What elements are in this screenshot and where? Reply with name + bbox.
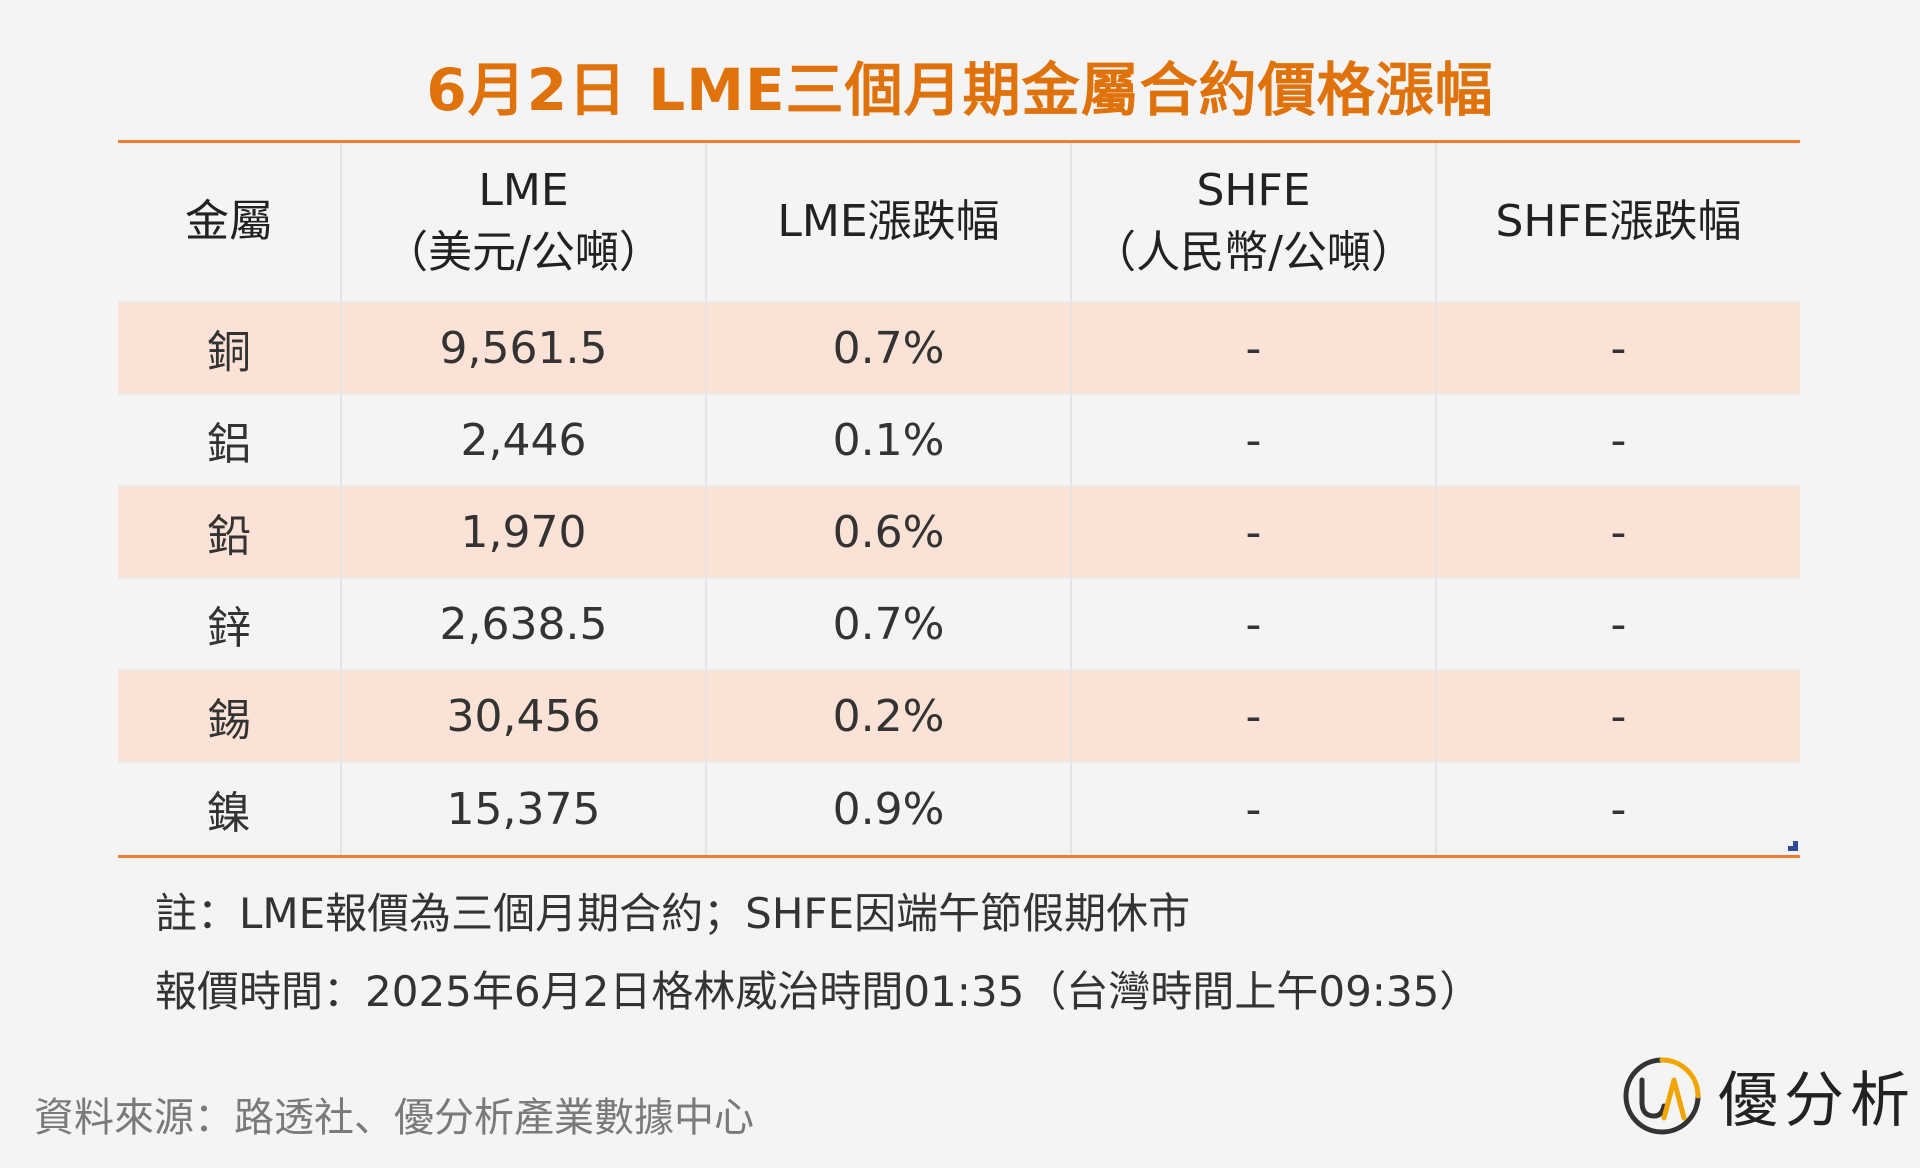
header-lme-price: LME （美元/公噸） — [340, 143, 705, 303]
shfe-price: - — [1070, 487, 1435, 579]
shfe-change: - — [1435, 763, 1800, 855]
brand-name: 優分析 — [1718, 1066, 1916, 1136]
resize-handle-icon — [1788, 841, 1798, 851]
table-row: 鎳 15,375 0.9% - - — [118, 763, 1800, 855]
shfe-change: - — [1435, 395, 1800, 487]
header-lme-label: LME — [478, 165, 569, 216]
lme-change: 0.9% — [705, 763, 1070, 855]
data-source: 資料來源：路透社、優分析產業數據中心 — [34, 1095, 754, 1141]
lme-price: 1,970 — [340, 487, 705, 579]
table-header-row: 金屬 LME （美元/公噸） LME漲跌幅 SHFE （人民幣/公噸） SHFE… — [118, 143, 1800, 303]
brand-logo: 優分析 — [1620, 1052, 1916, 1139]
lme-price: 2,638.5 — [340, 579, 705, 671]
header-shfe-change-label: SHFE漲跌幅 — [1495, 196, 1742, 247]
ua-logo-icon — [1623, 1057, 1701, 1134]
lme-price: 30,456 — [340, 671, 705, 763]
shfe-change: - — [1435, 579, 1800, 671]
metal-name: 錫 — [118, 671, 340, 763]
shfe-price: - — [1070, 763, 1435, 855]
metal-name: 鉛 — [118, 487, 340, 579]
metal-name: 鎳 — [207, 788, 251, 839]
header-shfe-price: SHFE （人民幣/公噸） — [1070, 143, 1435, 303]
shfe-price: - — [1070, 395, 1435, 487]
header-lme-change: LME漲跌幅 — [705, 143, 1070, 303]
header-shfe-change: SHFE漲跌幅 — [1435, 143, 1800, 303]
metal-name: 鋅 — [118, 579, 340, 671]
note-contract: 註：LME報價為三個月期合約；SHFE因端午節假期休市 — [155, 889, 1191, 938]
table-row: 鉛 1,970 0.6% - - — [118, 487, 1800, 579]
lme-price: 2,446 — [340, 395, 705, 487]
lme-change: 0.6% — [705, 487, 1070, 579]
table-row: 鋁 2,446 0.1% - - — [118, 395, 1800, 487]
table-row: 錫 30,456 0.2% - - — [118, 671, 1800, 763]
header-shfe-unit: （人民幣/公噸） — [1092, 227, 1415, 278]
header-metal: 金屬 — [118, 143, 340, 303]
lme-change: 0.7% — [705, 579, 1070, 671]
lme-price: 9,561.5 — [340, 303, 705, 395]
shfe-change: - — [1435, 671, 1800, 763]
price-table: 金屬 LME （美元/公噸） LME漲跌幅 SHFE （人民幣/公噸） SHFE… — [118, 140, 1800, 858]
notes: 註：LME報價為三個月期合約；SHFE因端午節假期休市 報價時間：2025年6月… — [155, 875, 1481, 1031]
header-lme-unit: （美元/公噸） — [384, 227, 663, 278]
lme-price: 15,375 — [340, 763, 705, 855]
note-quote-time: 報價時間：2025年6月2日格林威治時間01:35（台灣時間上午09:35） — [155, 967, 1482, 1016]
lme-change: 0.2% — [705, 671, 1070, 763]
metal-name: 銅 — [118, 303, 340, 395]
metal-name: 鋁 — [118, 395, 340, 487]
shfe-price: - — [1070, 303, 1435, 395]
shfe-price: - — [1070, 671, 1435, 763]
lme-change: 0.7% — [705, 303, 1070, 395]
lme-change: 0.1% — [705, 395, 1070, 487]
table-row: 鋅 2,638.5 0.7% - - — [118, 579, 1800, 671]
table-row: 銅 9,561.5 0.7% - - — [118, 303, 1800, 395]
page-title: 6月2日 LME三個月期金屬合約價格漲幅 — [426, 56, 1494, 124]
shfe-price: - — [1070, 579, 1435, 671]
shfe-change: - — [1435, 303, 1800, 395]
header-metal-label: 金屬 — [185, 196, 273, 247]
shfe-change: - — [1435, 487, 1800, 579]
header-lme-change-label: LME漲跌幅 — [777, 196, 1000, 247]
header-shfe-label: SHFE — [1196, 165, 1311, 216]
